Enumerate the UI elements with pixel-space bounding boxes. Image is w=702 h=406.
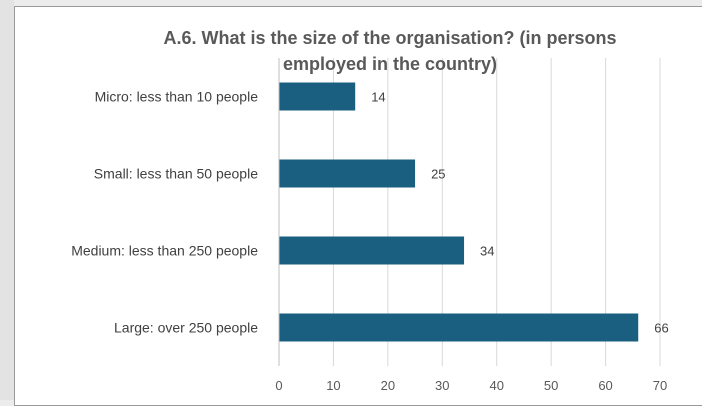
data-label: 34 [480,244,494,259]
bar [279,236,465,265]
category-label: Large: over 250 people [114,320,258,336]
x-tick-label: 50 [544,378,558,393]
chart-title-line-2: employed in the country) [283,54,497,74]
x-tick-label: 20 [381,378,395,393]
x-tick-label: 10 [326,378,340,393]
x-tick-label: 40 [489,378,503,393]
chart-title-line-1: A.6. What is the size of the organisatio… [163,28,616,48]
category-label: Medium: less than 250 people [71,243,258,259]
data-labels: 14 25 34 66 [371,90,668,336]
data-label: 14 [371,90,385,105]
x-tick-label: 30 [435,378,449,393]
page-background-strip [0,0,14,400]
x-axis-ticks: 0 10 20 30 40 50 60 70 [275,378,667,393]
bars [279,82,639,342]
category-labels: Micro: less than 10 people Small: less th… [71,89,258,336]
bar [279,313,639,342]
x-tick-label: 60 [598,378,612,393]
category-label: Micro: less than 10 people [95,89,259,105]
x-tick-label: 0 [275,378,282,393]
x-tick-label: 70 [653,378,667,393]
category-label: Small: less than 50 people [94,166,258,182]
bar [279,159,416,188]
bar [279,82,356,111]
data-label: 66 [654,321,668,336]
data-label: 25 [431,167,445,182]
